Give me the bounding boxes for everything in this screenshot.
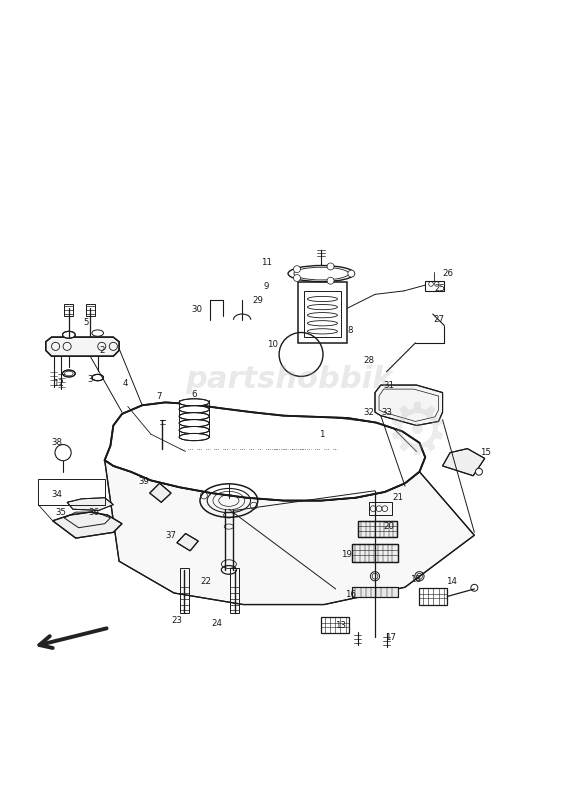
Text: 11: 11 xyxy=(261,257,272,267)
FancyBboxPatch shape xyxy=(358,521,397,537)
Ellipse shape xyxy=(179,412,209,419)
Circle shape xyxy=(475,468,482,475)
Polygon shape xyxy=(67,498,113,511)
Text: 18: 18 xyxy=(410,575,421,584)
Text: 10: 10 xyxy=(267,340,278,349)
Polygon shape xyxy=(105,460,474,605)
Polygon shape xyxy=(150,483,171,503)
Text: 36: 36 xyxy=(89,507,100,517)
Text: 23: 23 xyxy=(171,616,182,625)
Ellipse shape xyxy=(179,406,209,413)
Text: ⚙: ⚙ xyxy=(384,400,449,469)
Text: 24: 24 xyxy=(212,619,223,628)
Text: partshobbik: partshobbik xyxy=(186,365,393,394)
Text: 33: 33 xyxy=(381,407,392,417)
Text: 4: 4 xyxy=(122,380,127,388)
Text: 35: 35 xyxy=(56,507,67,517)
Text: 31: 31 xyxy=(383,380,394,390)
Text: 28: 28 xyxy=(364,356,375,364)
Text: 8: 8 xyxy=(347,326,353,335)
Polygon shape xyxy=(53,512,122,539)
Ellipse shape xyxy=(179,427,209,434)
Ellipse shape xyxy=(63,370,75,377)
Ellipse shape xyxy=(179,399,209,406)
Polygon shape xyxy=(46,337,119,356)
Text: 1: 1 xyxy=(318,430,324,439)
Circle shape xyxy=(294,266,301,272)
Circle shape xyxy=(348,270,355,277)
Polygon shape xyxy=(375,385,442,426)
Polygon shape xyxy=(177,534,198,551)
Text: 19: 19 xyxy=(340,550,351,559)
Text: 29: 29 xyxy=(252,296,263,304)
Text: 20: 20 xyxy=(383,522,394,531)
Text: 15: 15 xyxy=(481,448,492,457)
Circle shape xyxy=(294,275,301,281)
Text: 39: 39 xyxy=(138,477,149,486)
Text: 9: 9 xyxy=(263,282,269,292)
Text: 25: 25 xyxy=(434,284,445,293)
Text: 21: 21 xyxy=(393,493,404,503)
Text: 7: 7 xyxy=(157,392,162,400)
Text: 27: 27 xyxy=(433,316,444,324)
FancyBboxPatch shape xyxy=(352,586,398,597)
Text: 16: 16 xyxy=(345,590,356,599)
Text: 34: 34 xyxy=(52,491,63,499)
Ellipse shape xyxy=(63,332,75,338)
Text: 30: 30 xyxy=(192,305,203,315)
Polygon shape xyxy=(105,403,425,501)
Text: 12: 12 xyxy=(53,379,64,388)
Ellipse shape xyxy=(179,419,209,427)
Text: 14: 14 xyxy=(446,577,457,586)
FancyBboxPatch shape xyxy=(352,544,398,562)
Text: 22: 22 xyxy=(200,577,211,586)
Circle shape xyxy=(327,263,334,270)
Ellipse shape xyxy=(179,433,209,441)
Text: 6: 6 xyxy=(192,391,197,400)
Text: 32: 32 xyxy=(364,407,375,417)
Polygon shape xyxy=(442,448,485,475)
Text: 2: 2 xyxy=(99,346,105,355)
Text: 38: 38 xyxy=(52,439,63,447)
Ellipse shape xyxy=(92,375,104,381)
Text: 37: 37 xyxy=(166,531,177,540)
Text: 26: 26 xyxy=(443,269,454,278)
Text: 13: 13 xyxy=(335,622,346,630)
Circle shape xyxy=(327,277,334,284)
Text: 17: 17 xyxy=(385,633,396,642)
Text: 3: 3 xyxy=(87,375,93,384)
Text: 5: 5 xyxy=(83,318,89,327)
